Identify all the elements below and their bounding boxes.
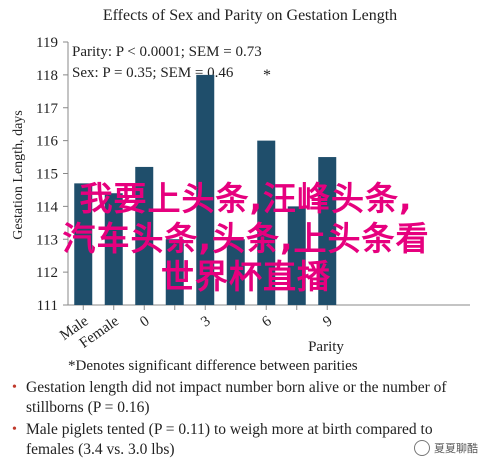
bullet-text: Male piglets tented (P = 0.11) to weigh …	[26, 421, 433, 458]
y-tick-label: 111	[37, 298, 58, 314]
bullet-dot-icon: •	[12, 380, 17, 395]
bar	[287, 206, 306, 305]
y-tick-label: 113	[36, 232, 58, 248]
y-axis-label: Gestation Length, days	[11, 110, 26, 239]
y-tick-label: 116	[36, 134, 58, 150]
y-tick-label: 117	[36, 101, 58, 117]
annotation-sex: Sex: P = 0.35; SEM = 0.46	[72, 65, 234, 81]
bar	[135, 166, 154, 305]
watermark: 夏夏聊酷	[414, 440, 478, 456]
bullet-text: Gestation length did not impact number b…	[26, 379, 447, 416]
chart-footnote: *Denotes significant difference between …	[68, 358, 358, 374]
bar	[196, 74, 215, 305]
bar	[257, 140, 276, 305]
y-tick-label: 115	[36, 167, 58, 183]
bar	[318, 157, 337, 305]
watermark-logo-icon	[414, 440, 430, 456]
chart-title: Effects of Sex and Parity on Gestation L…	[103, 7, 397, 24]
y-tick-label: 118	[36, 68, 58, 84]
bullet-list: • Gestation length did not impact number…	[12, 378, 482, 462]
overlay-line: 我要上头条,汪峰头条,	[79, 179, 413, 218]
bar	[226, 239, 245, 305]
x-tick-label: 9	[320, 313, 335, 330]
x-tick-label: 3	[198, 313, 213, 330]
y-tick-label: 114	[36, 199, 58, 215]
bar	[74, 183, 93, 305]
x-tick-label: 0	[137, 313, 152, 330]
bars	[74, 74, 337, 305]
overlay-line: 世界杯直播	[161, 257, 331, 296]
chart: Effects of Sex and Parity on Gestation L…	[11, 7, 470, 374]
bar	[165, 239, 184, 305]
y-tick-label: 112	[36, 265, 58, 281]
bullet-dot-icon: •	[12, 422, 17, 437]
bar	[104, 193, 123, 305]
bullet-item: • Male piglets tented (P = 0.11) to weig…	[12, 420, 482, 459]
overlay-line: 汽车头条,头条,上头条看	[62, 219, 430, 258]
significance-star: *	[263, 67, 271, 84]
bullet-item: • Gestation length did not impact number…	[12, 378, 482, 417]
y-tick-label: 119	[36, 35, 58, 51]
annotation-parity: Parity: P < 0.0001; SEM = 0.73	[72, 44, 262, 60]
x-tick-label: 6	[259, 313, 275, 331]
watermark-text: 夏夏聊酷	[434, 442, 478, 455]
x-axis-label: Parity	[308, 339, 344, 355]
